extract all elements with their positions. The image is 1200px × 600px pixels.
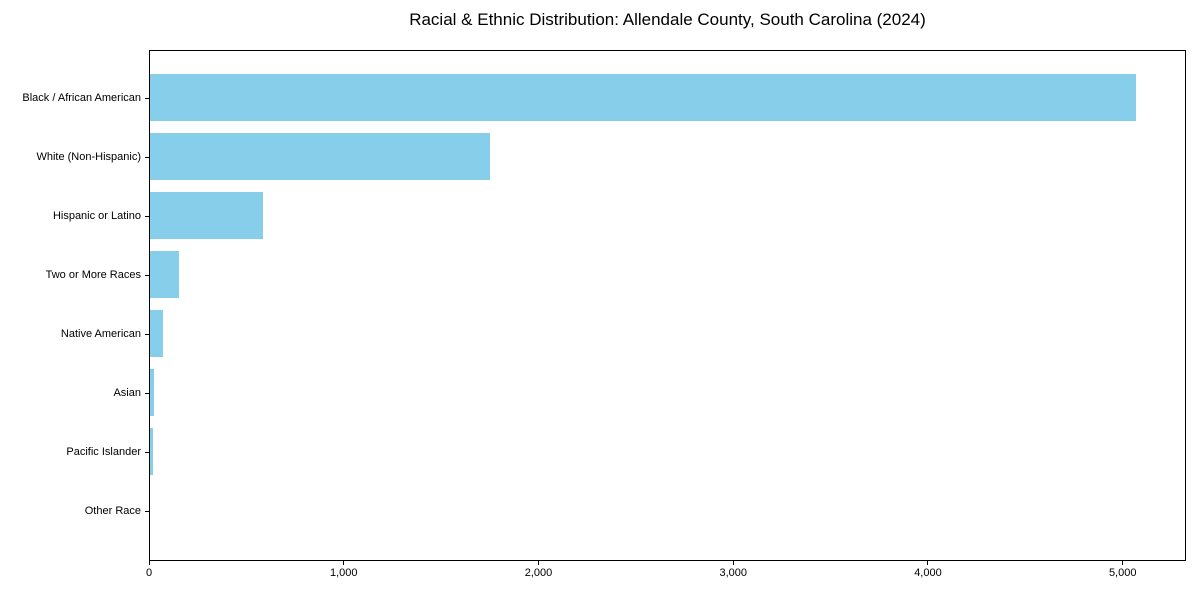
y-tick-mark (145, 333, 149, 335)
y-tick-mark (145, 215, 149, 217)
y-tick-mark (145, 97, 149, 99)
x-tick-mark (927, 561, 929, 565)
y-tick-mark (145, 274, 149, 276)
y-tick-label: Black / African American (22, 91, 141, 104)
x-tick-mark (148, 561, 150, 565)
bar (149, 133, 490, 180)
y-tick-label: White (Non-Hispanic) (36, 150, 141, 163)
x-tick-mark (1122, 561, 1124, 565)
x-tick-label: 1,000 (329, 567, 358, 579)
x-tick-label: 2,000 (524, 567, 553, 579)
x-tick-mark (537, 561, 539, 565)
x-tick-label: 3,000 (719, 567, 747, 579)
y-tick-label: Pacific Islander (66, 445, 141, 458)
y-tick-mark (145, 510, 149, 512)
plot-area (149, 50, 1186, 561)
y-tick-label: Native American (60, 327, 141, 340)
y-tick-label: Two or More Races (45, 268, 141, 281)
x-tick-mark (343, 561, 345, 565)
x-tick-label: 5,000 (1108, 567, 1137, 579)
chart-title: Racial & Ethnic Distribution: Allendale … (409, 10, 926, 29)
bar (149, 428, 153, 475)
y-tick-mark (145, 451, 149, 453)
y-tick-mark (145, 156, 149, 158)
bar (149, 310, 163, 357)
bar (149, 74, 1137, 121)
bar (149, 192, 263, 239)
bar (149, 369, 154, 416)
y-tick-label: Asian (113, 386, 141, 399)
bar (149, 251, 180, 298)
y-tick-label: Other Race (84, 504, 141, 517)
x-tick-label: 0 (145, 567, 153, 579)
y-tick-label: Hispanic or Latino (52, 209, 141, 222)
x-tick-mark (732, 561, 734, 565)
x-tick-label: 4,000 (914, 567, 942, 579)
y-tick-mark (145, 392, 149, 394)
